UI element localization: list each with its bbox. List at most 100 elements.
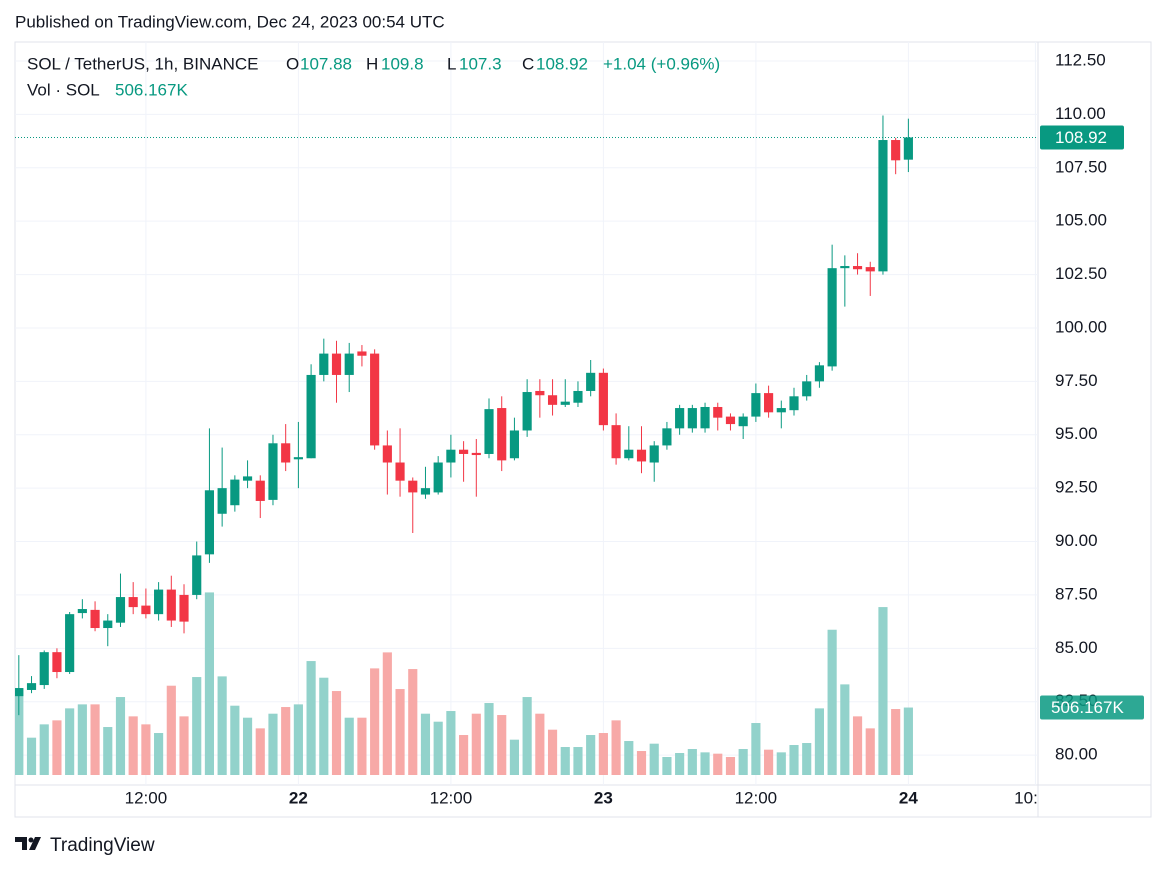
volume-bar [52,720,62,775]
y-tick-label: 110.00 [1055,104,1106,123]
volume-bar [26,737,37,775]
volume-bar [611,720,621,775]
volume-bar [141,724,151,775]
candle-body [382,445,392,463]
logo-text: TradingView [50,835,155,856]
candle-body [497,408,507,461]
volume-bar [281,707,291,775]
volume-bar [573,747,583,775]
volume-bar [192,677,202,775]
volume-bar [115,697,126,775]
volume-bar [878,607,888,775]
candle-body [268,443,278,500]
volume-bar [15,688,24,775]
candle-body [700,406,710,429]
y-tick-label: 100.00 [1055,317,1107,336]
candle-body [255,480,265,501]
volume-bar [77,704,87,775]
volume-bar [268,713,278,775]
candle-body [204,490,215,555]
candle-body [26,683,37,690]
candle-body [217,488,227,514]
candle-body [281,443,291,463]
candle-body [509,430,520,459]
candle-body [636,449,647,462]
volume-bar [903,707,913,775]
candle-body [395,462,405,481]
candle-body [675,408,685,429]
candle-body [433,462,443,493]
y-tick-label: 105.00 [1055,211,1107,230]
volume-bar [814,708,824,775]
candle-body [738,416,748,427]
volume-name: Vol · SOL [27,80,100,99]
badges: 108.92 506.167K [15,125,1144,720]
logo-dot [28,837,34,843]
candle-body [789,396,799,411]
x-tick-label: 24 [899,788,918,807]
volume-bar [39,724,49,775]
volume-bar [865,728,875,775]
y-tick-label: 92.50 [1055,478,1098,497]
candle-body [230,479,240,506]
volume-bar [725,757,736,775]
volume-bar [65,708,75,775]
candle-body [471,452,481,456]
candle-body [52,652,62,673]
ohlc-value: 107.88 [300,54,352,73]
logo-mark [15,837,41,850]
candle-body [357,351,367,356]
volume-bar [179,716,189,775]
candle-body [852,266,863,270]
candle-body [776,408,786,413]
x-tick-label: 12:00 [125,788,168,807]
volume-bar [636,751,647,775]
candle-body [764,393,774,413]
volume-bar [598,733,608,775]
y-tick-label: 102.50 [1055,264,1107,283]
ohlc-label: H [366,54,378,73]
candle-body [484,409,494,454]
candle-body [242,476,253,481]
volume-bar [306,661,316,775]
ohlc-label: O [286,54,299,73]
volume-bar [293,704,303,775]
ohlc-label: L [447,54,456,73]
volume-value: 506.167K [115,80,188,99]
ohlc-label: C [522,54,534,73]
candle-body [128,597,138,608]
candle-body [611,425,621,459]
volume-bar [764,749,774,775]
candle-body [624,449,634,459]
candle-body [15,688,24,697]
candle-body [319,353,329,375]
volume-bar [751,723,761,775]
volume-bar [687,749,697,775]
candle-body [331,353,342,375]
candle-body [115,597,126,623]
candle-body [573,390,583,403]
candle-body [547,395,558,405]
volume-bar [204,592,215,775]
volume-bar [827,629,837,775]
candle-body [192,555,202,595]
volume-bar [459,735,469,775]
y-tick-label: 112.50 [1055,50,1106,69]
candle-body [459,449,469,454]
candle-body [166,589,176,621]
last-volume-label: 506.167K [1051,698,1124,717]
time-axis: 12:00 22 12:00 23 12:00 24 10:00 [125,788,1057,807]
price-change: +1.04 (+0.96%) [603,54,720,73]
volume-bar [802,743,812,775]
volume-bar [90,704,100,775]
candle-body [598,372,608,426]
symbol-title: SOL / TetherUS, 1h, BINANCE [27,54,258,73]
x-tick-label: 10:00 [1014,788,1057,807]
volume-bar [420,713,431,775]
candle-body [535,390,545,396]
volume-bar [319,677,329,775]
volume-bar [166,685,176,775]
volume-bar [789,745,799,775]
volume-bar [344,717,354,775]
